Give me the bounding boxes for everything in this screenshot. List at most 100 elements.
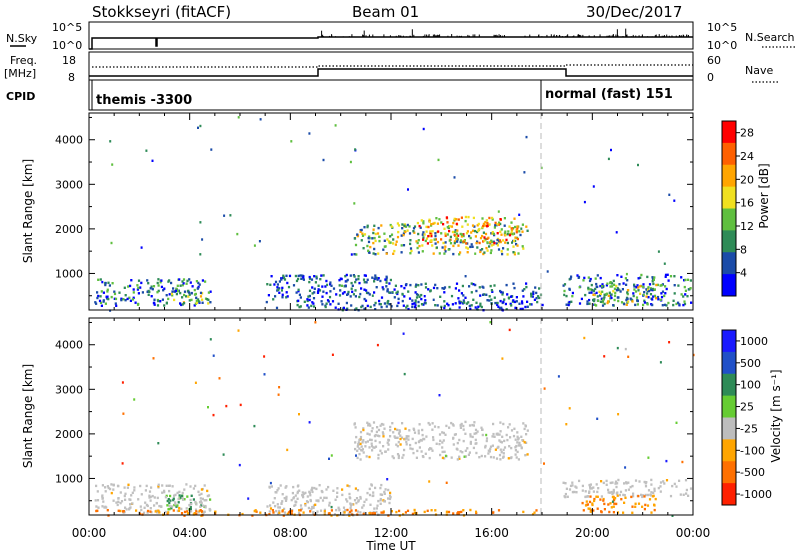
range-cell (653, 276, 656, 279)
range-cell (620, 275, 623, 278)
range-cell (509, 436, 512, 439)
range-cell (500, 451, 503, 454)
range-cell (371, 276, 374, 279)
range-cell (443, 252, 446, 255)
range-cell (207, 298, 210, 302)
range-cell (464, 420, 467, 424)
range-cell (615, 284, 618, 288)
range-cell (643, 495, 646, 498)
range-cell (571, 291, 574, 295)
range-cell (465, 242, 468, 245)
range-cell (434, 242, 437, 245)
range-cell (418, 440, 421, 443)
range-cell (312, 513, 315, 516)
range-cell (589, 495, 592, 498)
range-cell (363, 233, 367, 236)
power-colorbar-label: Power [dB] (757, 163, 771, 228)
range-cell (535, 297, 538, 300)
range-cell (370, 444, 374, 448)
range-cell (358, 438, 361, 442)
range-cell (428, 456, 431, 460)
range-cell (302, 495, 305, 499)
range-cell (385, 285, 388, 288)
x-axis-label: Time UT (365, 539, 416, 553)
range-cell (440, 238, 443, 241)
range-cell (397, 224, 401, 227)
range-cell (533, 298, 536, 301)
range-cell (651, 303, 654, 307)
range-cell (189, 507, 192, 511)
range-cell (650, 483, 653, 486)
range-cell (187, 291, 191, 294)
range-cell (207, 291, 210, 294)
range-cell (313, 291, 316, 294)
range-cell (95, 509, 98, 513)
range-cell (501, 252, 504, 256)
range-cell (329, 303, 332, 306)
range-cell (492, 240, 495, 243)
range-cell (611, 500, 614, 503)
range-cell (424, 299, 427, 302)
range-cell (337, 302, 340, 305)
range-cell (464, 215, 467, 219)
range-cell (406, 509, 410, 512)
range-cell (475, 241, 478, 245)
range-cell (497, 305, 500, 308)
range-cell (492, 456, 495, 459)
range-cell (311, 490, 314, 494)
range-cell (294, 494, 297, 497)
range-cell (258, 240, 261, 243)
range-cell (620, 301, 624, 304)
range-cell (96, 296, 99, 300)
range-cell (444, 250, 447, 253)
range-cell (481, 428, 484, 431)
range-cell (334, 498, 337, 501)
range-cell (642, 303, 645, 307)
range-cell (590, 487, 593, 490)
range-cell (155, 502, 158, 505)
range-cell (432, 298, 435, 301)
range-cell (178, 490, 181, 494)
range-cell (644, 482, 647, 485)
range-cell (601, 304, 605, 307)
range-cell (434, 232, 437, 235)
range-cell (297, 484, 300, 487)
range-cell (181, 498, 185, 501)
range-cell (106, 485, 109, 488)
range-cell (359, 497, 362, 500)
range-cell (464, 296, 467, 299)
range-cell (206, 494, 209, 498)
range-cell (644, 503, 647, 507)
range-cell (642, 285, 645, 289)
range-cell (292, 496, 296, 499)
range-cell (435, 442, 438, 445)
range-cell (592, 486, 595, 489)
range-cell (426, 509, 429, 512)
range-cell (299, 504, 303, 507)
range-cell (653, 487, 656, 490)
range-cell (616, 482, 619, 485)
range-cell (296, 490, 299, 493)
freq-line (89, 68, 693, 77)
range-cell (404, 427, 407, 430)
range-cell (253, 244, 256, 247)
colorbar-segment (722, 395, 736, 418)
range-cell (677, 284, 680, 287)
range-cell (631, 511, 634, 514)
range-cell (492, 422, 495, 426)
range-cell (461, 451, 464, 454)
range-cell (182, 282, 185, 285)
range-cell (432, 438, 435, 442)
range-cell (462, 294, 465, 297)
range-cell (427, 225, 430, 229)
range-cell (374, 253, 377, 256)
range-cell (470, 231, 473, 234)
range-cell (506, 438, 509, 442)
range-cell (170, 505, 174, 508)
range-cell (382, 511, 385, 514)
range-cell (197, 298, 200, 301)
range-cell (259, 511, 262, 514)
range-cell (407, 307, 410, 311)
range-cell (311, 301, 314, 304)
